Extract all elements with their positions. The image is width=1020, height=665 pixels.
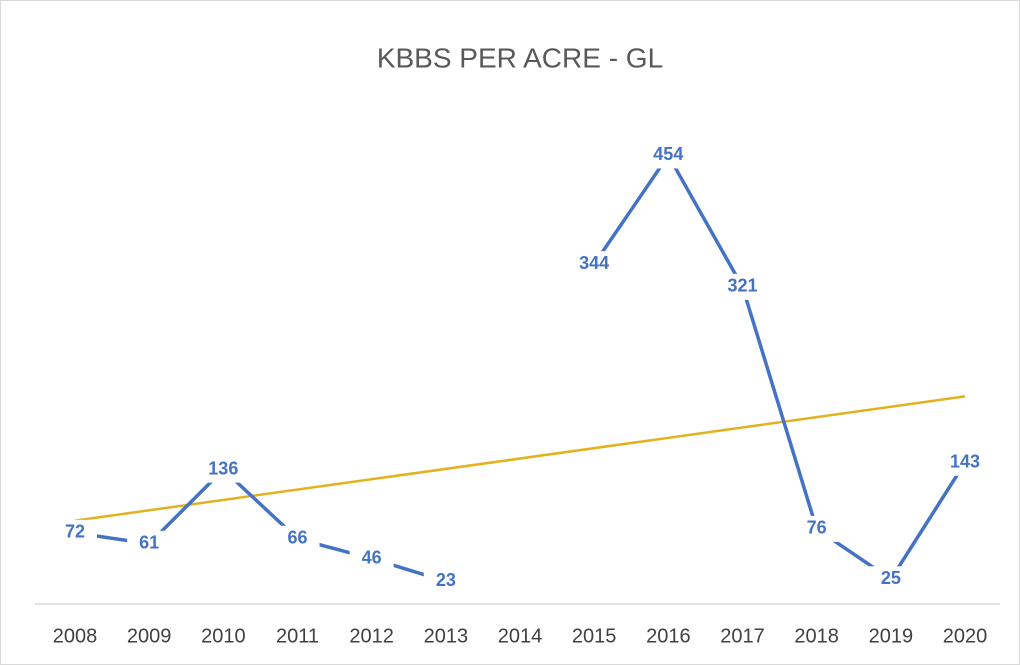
data-label: 136	[208, 458, 238, 478]
data-label: 321	[727, 276, 757, 296]
x-tick-label: 2017	[720, 625, 765, 647]
data-label-bg	[53, 519, 97, 546]
trendline	[74, 395, 966, 522]
x-tick-label: 2015	[572, 625, 617, 647]
data-label: 72	[65, 522, 85, 542]
data-label-bg	[201, 456, 246, 483]
data-label: 23	[436, 570, 456, 590]
data-label: 46	[362, 547, 382, 567]
data-label-bg	[868, 566, 913, 593]
data-label: 143	[950, 451, 980, 471]
x-tick-label: 2016	[646, 625, 691, 647]
data-label-bg	[720, 273, 765, 300]
x-tick-label: 2018	[794, 625, 839, 647]
data-label-bg	[423, 568, 468, 595]
data-label: 344	[579, 253, 609, 273]
x-tick-label: 2012	[349, 625, 394, 647]
x-tick-label: 2014	[498, 625, 543, 647]
data-label-bg	[127, 530, 172, 557]
x-tick-label: 2010	[201, 625, 246, 647]
x-tick-label: 2009	[127, 625, 172, 647]
data-label-bg	[349, 545, 394, 572]
data-label-bg	[794, 515, 839, 542]
data-label: 66	[287, 528, 307, 548]
data-label-bg	[572, 251, 617, 278]
chart-title: KBBS PER ACRE - GL	[377, 42, 663, 73]
data-label-bg	[943, 449, 987, 476]
data-label-bg	[275, 525, 320, 552]
x-tick-label: 2019	[869, 625, 914, 647]
x-tick-label: 2020	[943, 625, 988, 647]
data-label: 454	[653, 144, 683, 164]
data-label-bg	[646, 142, 691, 169]
data-label: 61	[139, 532, 159, 552]
data-label: 25	[881, 568, 901, 588]
x-tick-label: 2011	[276, 625, 319, 647]
x-tick-label: 2013	[424, 625, 469, 647]
x-tick-label: 2008	[53, 625, 98, 647]
data-label: 76	[807, 518, 827, 538]
